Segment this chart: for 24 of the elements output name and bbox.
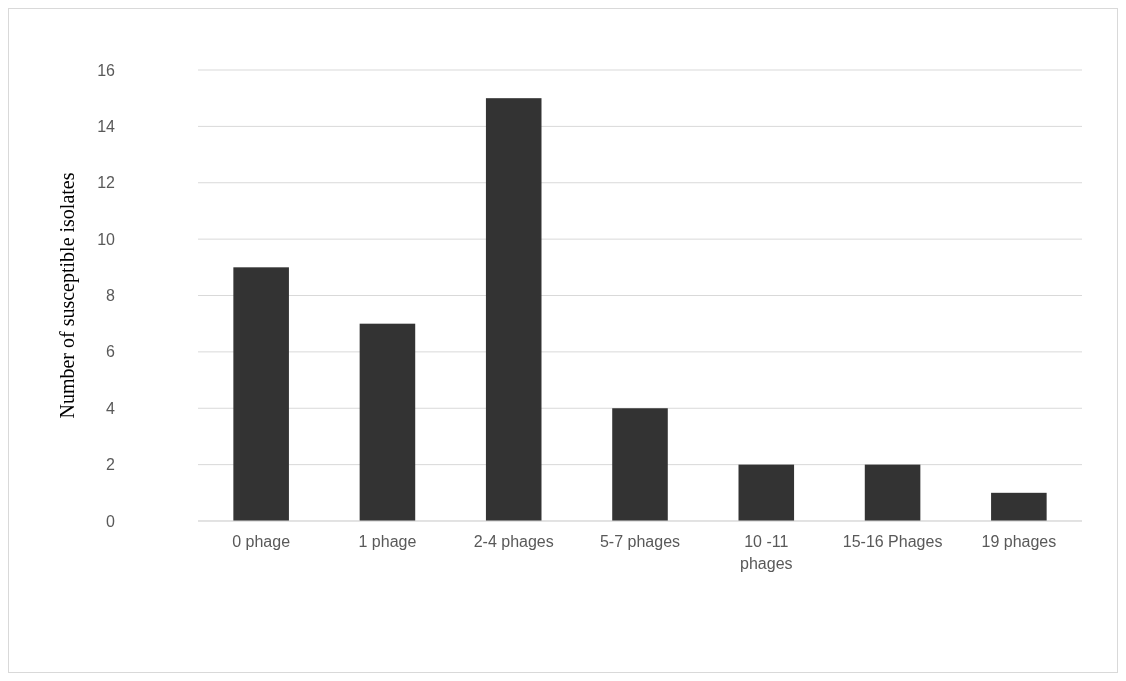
x-tick-label: 15-16 Phages [842, 533, 943, 550]
y-tick-label: 2 [106, 456, 116, 474]
x-tick-label: 10 -11 phages [740, 533, 793, 572]
x-tick-label: 5-7 phages [599, 533, 681, 550]
y-tick-label: 16 [97, 61, 116, 79]
y-tick-label: 14 [97, 117, 116, 135]
y-tick-label: 12 [97, 174, 116, 192]
bar [864, 464, 921, 521]
x-tick-label: 0 phage [232, 533, 291, 550]
y-tick-label: 10 [97, 230, 116, 248]
y-tick-label: 8 [106, 287, 116, 305]
bar [359, 323, 416, 521]
bar [485, 98, 542, 521]
y-axis-title: Number of susceptible isolates [56, 172, 79, 419]
y-tick-label: 0 [106, 512, 116, 530]
x-tick-label: 2-4 phages [473, 533, 554, 550]
x-tick-label: 1 phage [358, 533, 417, 550]
bar [738, 464, 795, 521]
x-tick-label: 19 phages [981, 533, 1057, 550]
y-tick-label: 6 [106, 343, 116, 361]
bar [612, 408, 668, 521]
bar [991, 492, 1047, 521]
y-tick-label: 4 [106, 399, 116, 417]
bar [233, 267, 289, 521]
